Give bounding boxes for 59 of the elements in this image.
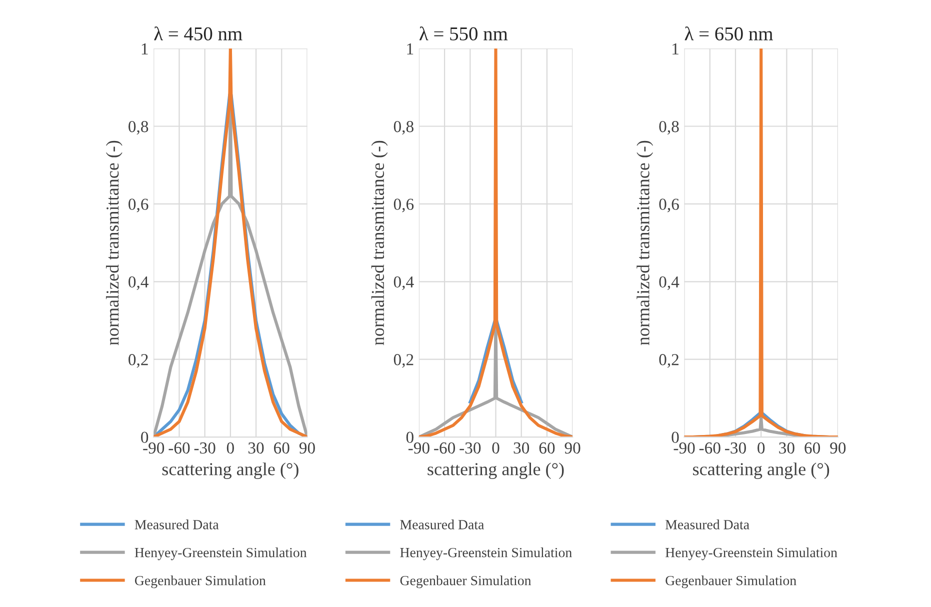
legend-label: Henyey-Greenstein Simulation <box>665 548 838 560</box>
y-tick-label: 0,6 <box>394 198 414 212</box>
y-tick-label: 0,8 <box>128 120 148 135</box>
y-tick-label: 0,8 <box>394 120 414 135</box>
x-tick-label: 0 <box>492 442 500 454</box>
y-tick-label: 0,2 <box>659 354 679 368</box>
legend-label: Gegenbauer Simulation <box>666 576 796 588</box>
y-tick-label: 0,4 <box>128 276 148 290</box>
legend-label: Measured Data <box>134 520 219 530</box>
x-tick-label: 0 <box>226 442 234 454</box>
y-tick-label: 0,2 <box>394 354 414 368</box>
x-tick-label: 90 <box>830 442 846 454</box>
y-axis-title: normalized transmittance (-) <box>371 140 388 346</box>
legend-label: Gegenbauer Simulation <box>400 576 532 588</box>
y-tick-label: 0,4 <box>394 276 414 290</box>
y-tick-label: 0,4 <box>659 276 680 290</box>
legend-label: Gegenbauer Simulation <box>134 576 266 588</box>
chart-title: λ = 650 nm <box>684 26 773 40</box>
y-tick-label: 0,2 <box>128 354 148 368</box>
x-tick-label: -90 <box>143 442 164 454</box>
x-axis-title: scattering angle (°) <box>428 462 564 479</box>
y-tick-label: 1 <box>672 43 678 54</box>
line-series <box>418 48 573 438</box>
legend-label: Measured Data <box>665 520 750 530</box>
x-tick-label: -60 <box>168 442 190 454</box>
x-tick-label: 60 <box>274 442 290 454</box>
x-tick-label: -30 <box>460 442 481 454</box>
y-tick-label: 0,8 <box>659 120 679 135</box>
y-axis-title: normalized transmittance (-) <box>636 140 654 346</box>
x-tick-label: 90 <box>299 442 315 454</box>
y-tick-label: 0,6 <box>128 198 148 212</box>
x-tick-label: 30 <box>514 442 530 454</box>
y-tick-label: 1 <box>142 43 148 54</box>
y-axis-title: normalized transmittance (-) <box>106 140 122 346</box>
x-tick-label: 90 <box>564 442 580 454</box>
y-tick-label: 0 <box>406 432 414 443</box>
x-tick-label: 30 <box>779 442 794 454</box>
legend-label: Henyey-Greenstein Simulation <box>134 548 307 560</box>
y-tick-label: 1 <box>407 43 414 54</box>
chart-title: λ = 550 nm <box>419 26 508 40</box>
x-tick-label: 0 <box>758 442 765 454</box>
x-axis-title: scattering angle (°) <box>693 462 830 479</box>
chart-title: λ = 450 nm <box>154 26 242 40</box>
x-tick-label: -90 <box>674 442 695 454</box>
legend-label: Henyey-Greenstein Simulation <box>400 548 572 560</box>
x-tick-label: 60 <box>539 442 555 454</box>
x-tick-label: -60 <box>434 442 456 454</box>
x-tick-label: -90 <box>408 442 430 454</box>
y-tick-label: 0 <box>141 432 148 443</box>
legend-label: Measured Data <box>400 520 484 530</box>
x-tick-label: -60 <box>699 442 720 454</box>
line-series <box>684 48 838 438</box>
y-tick-label: 0,6 <box>659 198 679 212</box>
y-tick-label: 0 <box>672 432 679 443</box>
x-tick-label: 60 <box>804 442 820 454</box>
x-tick-label: 30 <box>248 442 264 454</box>
x-tick-label: -30 <box>194 442 216 454</box>
x-tick-label: -30 <box>725 442 746 454</box>
x-axis-title: scattering angle (°) <box>162 462 298 479</box>
